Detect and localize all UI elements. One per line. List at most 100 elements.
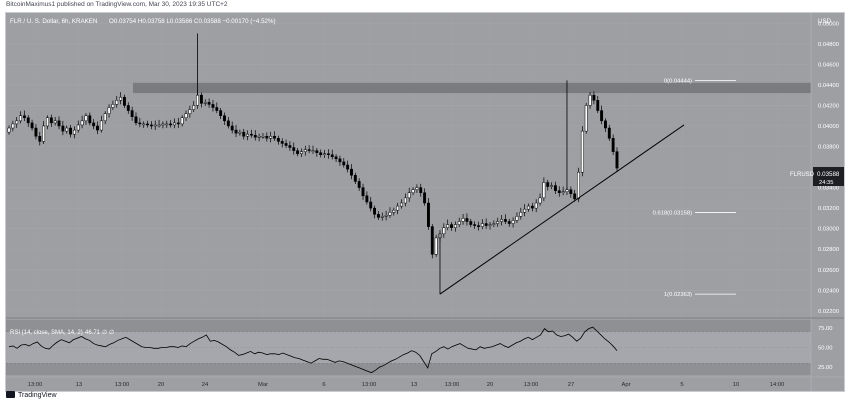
- candle-up: [15, 120, 19, 125]
- candle-up: [415, 187, 419, 190]
- price-tick-label: 0.03000: [818, 227, 839, 233]
- candle-up: [523, 208, 527, 213]
- tradingview-icon: [6, 391, 15, 398]
- chart-canvas[interactable]: 0(0.04444) 0.618(0.03158) 1(0.02363) 0.050…: [6, 13, 844, 391]
- candle-up: [173, 122, 176, 126]
- candle-down: [284, 143, 288, 146]
- candle-up: [196, 94, 199, 106]
- candle-up: [42, 125, 46, 142]
- time-tick-label: 13:00: [445, 382, 460, 388]
- candle-up: [380, 216, 384, 218]
- drawing-layer: 0(0.04444) 0.618(0.03158) 1(0.02363): [439, 78, 736, 298]
- candle-up: [300, 151, 303, 154]
- price-tick-label: 0.02400: [818, 288, 839, 294]
- rsi-title: RSI (14, close, SMA, 14, 2): [10, 330, 83, 336]
- time-tick-label: 13:00: [524, 382, 539, 388]
- candle-down: [134, 116, 138, 124]
- candle-down: [569, 189, 573, 195]
- time-tick-label: 6: [322, 382, 325, 388]
- candle-down: [242, 131, 246, 137]
- candle-down: [176, 122, 180, 125]
- candle-down: [473, 224, 477, 226]
- candle-up: [500, 219, 503, 222]
- time-tick-label: 20: [487, 382, 493, 388]
- candle-down: [199, 94, 203, 104]
- time-tick-label: Apr: [621, 382, 630, 388]
- candle-up: [80, 120, 84, 126]
- candle-down: [373, 207, 377, 215]
- candle-down: [319, 152, 323, 155]
- rsi-tick-label: 50.00: [818, 346, 833, 352]
- time-tick-label: 13:00: [115, 382, 130, 388]
- candle-down: [130, 110, 134, 117]
- candle-down: [376, 214, 380, 218]
- candle-down: [22, 115, 26, 119]
- candle-down: [477, 225, 480, 227]
- candle-up: [400, 202, 403, 207]
- rsi-na-2: ∅: [109, 329, 114, 336]
- candle-up: [519, 211, 523, 217]
- candle-down: [430, 226, 434, 255]
- tradingview-logo[interactable]: TradingView: [6, 391, 57, 399]
- candle-up: [238, 131, 242, 134]
- candle-down: [49, 117, 53, 124]
- resistance-zone: [133, 82, 811, 94]
- candle-down: [61, 125, 65, 132]
- candle-up: [515, 216, 519, 221]
- candle-up: [534, 202, 538, 209]
- candle-up: [584, 105, 588, 132]
- candle-up: [396, 205, 400, 211]
- candle-down: [615, 151, 619, 169]
- candle-up: [165, 123, 169, 126]
- time-tick-label: 10: [733, 382, 739, 388]
- chart-frame[interactable]: 0(0.04444) 0.618(0.03158) 1(0.02363) 0.050…: [5, 12, 845, 392]
- price-tick-label: 0.04000: [818, 124, 839, 130]
- candle-down: [596, 100, 600, 111]
- candle-up: [384, 215, 388, 217]
- candle-up: [511, 220, 515, 224]
- candle-down: [507, 221, 511, 224]
- candle-up: [561, 191, 565, 193]
- candle-up: [19, 115, 22, 122]
- resistance-zone-layer: [133, 82, 811, 94]
- price-tick-label: 0.05000: [818, 21, 839, 27]
- candle-down: [69, 127, 73, 135]
- candle-down: [169, 123, 173, 126]
- price-tick-label: 0.03800: [818, 145, 839, 151]
- candle-up: [538, 197, 542, 204]
- candle-up: [588, 94, 592, 106]
- candle-up: [142, 123, 146, 126]
- candle-down: [296, 150, 300, 154]
- candle-up: [53, 120, 57, 124]
- candle-up: [99, 120, 103, 131]
- currency-label: USD: [818, 18, 832, 25]
- candle-down: [307, 149, 311, 151]
- candle-down: [226, 120, 230, 127]
- time-tick-label: 5: [680, 382, 683, 388]
- candle-up: [577, 171, 580, 200]
- candle-up: [303, 149, 307, 152]
- rsi-na-1: ∅: [102, 329, 107, 336]
- candle-down: [369, 201, 373, 209]
- fib-level-label: 0.618(0.03158): [653, 210, 692, 216]
- candle-up: [388, 211, 392, 216]
- candle-down: [573, 193, 577, 200]
- candle-down: [465, 218, 469, 222]
- rsi-layer: [6, 320, 811, 375]
- candle-down: [450, 224, 453, 228]
- ohlc-readout: O0.03754 H0.03758 L0.03586 C0.03588 −0.0…: [109, 18, 276, 25]
- grid-layer: [6, 13, 811, 375]
- price-tick-label: 0.04800: [818, 42, 839, 48]
- candle-down: [427, 202, 430, 227]
- candle-up: [269, 135, 273, 139]
- candle-down: [38, 135, 42, 142]
- price-tick-label: 0.02200: [818, 309, 839, 315]
- candle-up: [480, 223, 484, 227]
- candle-down: [57, 120, 61, 127]
- candle-down: [419, 187, 423, 193]
- time-tick-label: 27: [568, 382, 574, 388]
- price-tick-label: 0.04600: [818, 62, 839, 68]
- candle-up: [119, 96, 123, 101]
- candle-down: [34, 127, 38, 137]
- candle-down: [546, 182, 550, 187]
